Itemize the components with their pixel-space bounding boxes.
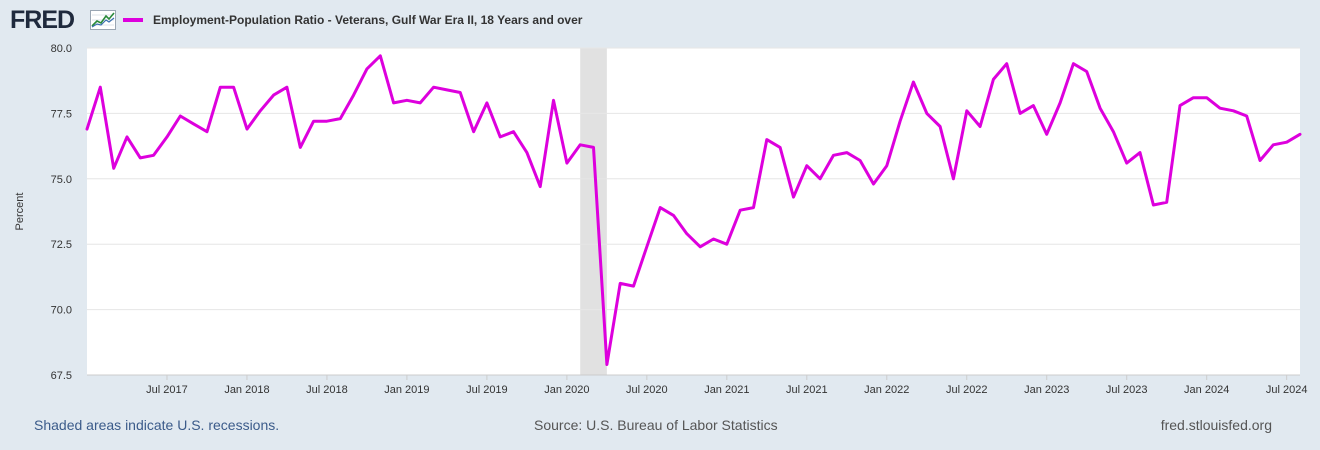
x-tick-label: Jul 2019 xyxy=(466,384,508,396)
plot-area xyxy=(87,48,1300,375)
x-tick-label: Jul 2024 xyxy=(1266,384,1308,396)
recession-band-1 xyxy=(580,48,607,375)
y-axis-ticks: 67.5 70.0 72.5 75.0 77.5 80.0 xyxy=(51,43,72,382)
legend-swatch xyxy=(123,18,143,22)
x-tick-label: Jan 2018 xyxy=(224,384,269,396)
x-tick-label: Jan 2020 xyxy=(544,384,589,396)
x-tick-label: Jul 2017 xyxy=(146,384,188,396)
x-tick-label: Jan 2024 xyxy=(1184,384,1229,396)
site-link[interactable]: fred.stlouisfed.org xyxy=(1160,417,1272,433)
y-tick-label: 80.0 xyxy=(51,43,72,55)
x-tick-label: Jul 2022 xyxy=(946,384,988,396)
y-tick-label: 67.5 xyxy=(51,370,72,382)
x-tick-label: Jan 2019 xyxy=(384,384,429,396)
x-axis-ticks: Jul 2017 Jan 2018 Jul 2018 Jan 2019 Jul 2019… xyxy=(87,374,1308,396)
series-line-1[interactable] xyxy=(85,54,1302,366)
x-tick-label: Jan 2022 xyxy=(864,384,909,396)
y-axis-label: Percent xyxy=(14,193,26,231)
y-tick-label: 72.5 xyxy=(51,239,72,251)
legend-label: Employment-Population Ratio - Veterans, … xyxy=(153,13,583,27)
series-layer xyxy=(85,54,1302,366)
y-tick-label: 77.5 xyxy=(51,108,72,120)
recession-shading xyxy=(580,48,607,375)
graph-line-icon xyxy=(90,10,116,30)
fred-logo-text: FRED xyxy=(10,6,75,34)
chart-header: FRED Employment-Population Ratio - Veter… xyxy=(10,6,1310,34)
x-tick-label: Jan 2021 xyxy=(704,384,749,396)
y-tick-label: 70.0 xyxy=(51,305,72,317)
x-tick-label: Jul 2020 xyxy=(626,384,668,396)
line-chart[interactable]: 67.5 70.0 72.5 75.0 77.5 80.0 Jul 2017 Jan 201… xyxy=(0,0,1320,410)
x-tick-label: Jan 2023 xyxy=(1024,384,1069,396)
x-tick-label: Jul 2018 xyxy=(306,384,348,396)
recession-note[interactable]: Shaded areas indicate U.S. recessions. xyxy=(34,417,280,433)
y-tick-label: 75.0 xyxy=(51,174,72,186)
x-tick-label: Jul 2023 xyxy=(1106,384,1148,396)
source-text: Source: U.S. Bureau of Labor Statistics xyxy=(534,417,778,433)
x-tick-label: Jul 2021 xyxy=(786,384,828,396)
